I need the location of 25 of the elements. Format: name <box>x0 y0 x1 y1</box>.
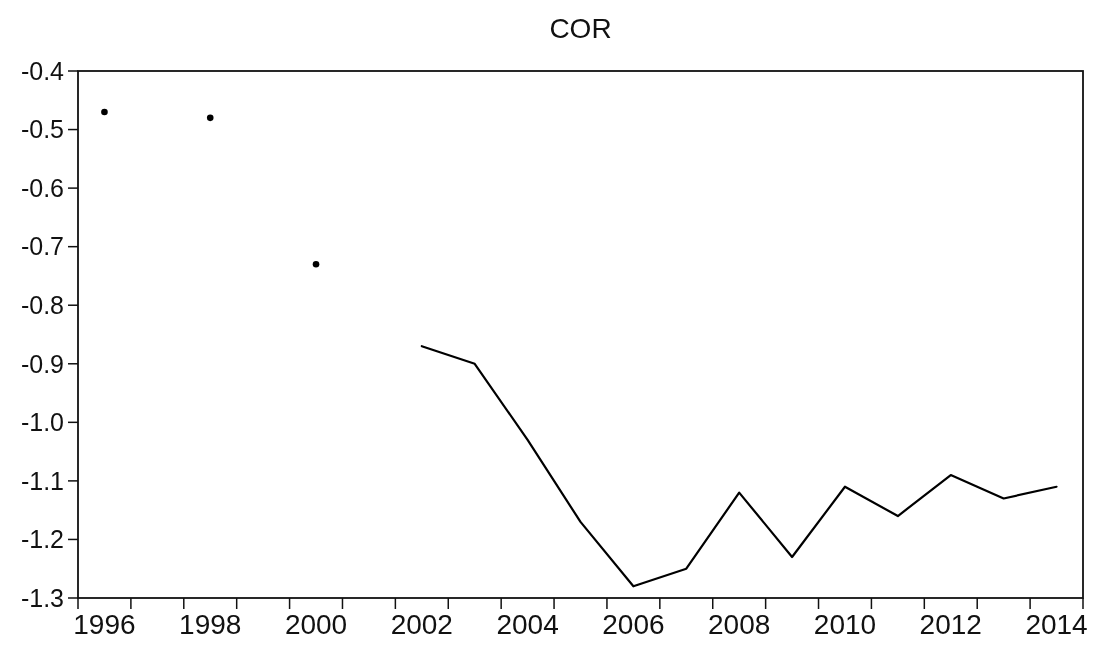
x-tick-label: 2006 <box>602 609 665 640</box>
y-tick-label: -1.1 <box>20 466 64 495</box>
x-tick-label: 2012 <box>919 609 982 640</box>
line-series <box>420 345 1058 588</box>
point <box>101 108 108 116</box>
x-tick-label: 2008 <box>708 609 771 640</box>
x-tick-label: 2000 <box>284 609 348 640</box>
y-tick-label: -0.6 <box>20 173 64 202</box>
y-tick-label: -0.7 <box>20 232 64 261</box>
y-tick-label: -0.4 <box>20 56 65 85</box>
y-tick-label: -0.9 <box>20 349 64 378</box>
x-tick-label: 1998 <box>179 609 242 640</box>
x-tick-label: 2004 <box>496 609 559 640</box>
y-tick-label: -1.2 <box>20 525 64 554</box>
chart-title: COR <box>549 13 612 44</box>
x-tick-label: 2014 <box>1025 609 1088 640</box>
y-tick-label: -1.0 <box>20 408 64 437</box>
x-tick-label: 1996 <box>73 609 136 640</box>
y-tick-label: -1.3 <box>20 583 64 612</box>
x-tick-label: 2002 <box>390 609 453 640</box>
y-tick-label: -0.5 <box>20 115 64 144</box>
y-tick-label: -0.8 <box>20 290 64 319</box>
point <box>206 114 214 122</box>
x-tick-label: 2010 <box>813 609 877 640</box>
point <box>312 260 320 268</box>
